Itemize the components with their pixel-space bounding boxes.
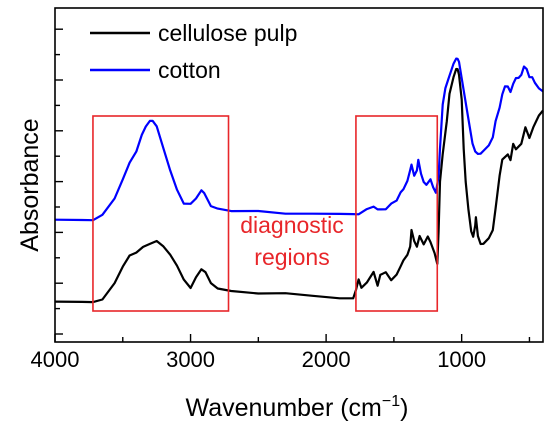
annotation-layer — [92, 115, 439, 312]
y-axis-title: Absorbance — [16, 118, 44, 251]
legend-label-cellulose-pulp: cellulose pulp — [158, 20, 297, 46]
x-tick-label: 2000 — [302, 347, 351, 372]
series-line-cellulose-pulp — [54, 67, 544, 304]
diagnostic-region-box-1 — [92, 115, 230, 312]
x-axis-title-sup: −1 — [382, 393, 400, 410]
legend: cellulose pulp cotton — [90, 20, 297, 83]
x-axis-title: Wavenumber (cm−1) — [186, 393, 409, 422]
legend-label-cotton: cotton — [158, 57, 221, 83]
x-axis-title-end: ) — [400, 394, 408, 422]
x-tick-label: 1000 — [437, 347, 486, 372]
annotation-text-line1: diagnostic — [240, 212, 344, 238]
axes-layer: 4000 3000 2000 1000 — [31, 7, 544, 372]
diagnostic-region-box-2 — [355, 115, 439, 312]
series-line-cotton — [54, 57, 544, 222]
x-tick-label: 4000 — [31, 347, 80, 372]
annotation-text-line2: regions — [254, 244, 329, 270]
x-tick-label: 3000 — [166, 347, 215, 372]
plot-frame — [54, 7, 544, 343]
x-axis-title-main: Wavenumber (cm — [186, 394, 382, 422]
series-layer — [54, 57, 544, 304]
